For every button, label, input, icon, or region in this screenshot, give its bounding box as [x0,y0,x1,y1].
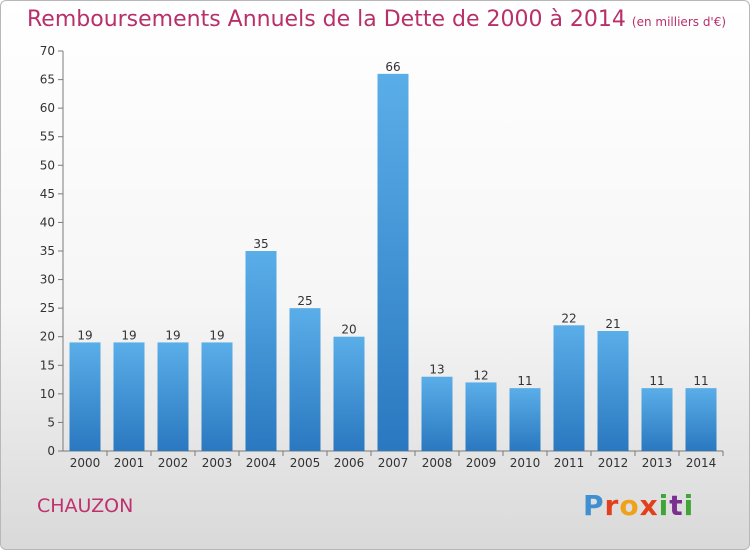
bar [245,251,277,451]
y-tick-label: 20 [40,330,55,344]
bar-value-label: 13 [429,363,444,377]
x-tick-label: 2001 [114,456,145,470]
bar [421,376,453,451]
y-tick-label: 15 [40,358,55,372]
logo-letter: i [658,489,670,522]
logo-letter: t [669,489,684,522]
y-tick-label: 50 [40,158,55,172]
x-tick-label: 2014 [686,456,717,470]
y-tick-label: 25 [40,301,55,315]
y-tick-label: 40 [40,215,55,229]
bar [157,342,189,451]
x-tick-label: 2000 [70,456,101,470]
x-tick-label: 2011 [554,456,585,470]
bar-value-label: 25 [297,294,312,308]
bar [69,342,101,451]
bar [509,388,541,451]
bar [113,342,145,451]
logo-letter: i [683,489,695,522]
logo-letter: P [583,489,605,522]
y-tick-label: 70 [40,44,55,58]
bar [201,342,233,451]
x-tick-label: 2002 [158,456,189,470]
x-tick-label: 2012 [598,456,629,470]
x-tick-label: 2009 [466,456,497,470]
bar-value-label: 12 [473,368,488,382]
bar-value-label: 19 [209,328,224,342]
labels: 0 5 10 15 20 25 30 35 40 45 50 55 60 65 70 19 2000 19 2001… [40,44,717,470]
logo-letter: r [604,489,620,522]
y-tick-label: 10 [40,387,55,401]
y-tick-label: 65 [40,73,55,87]
x-tick-label: 2013 [642,456,673,470]
bar [289,308,321,451]
logo-letter: x [639,489,659,522]
bar-value-label: 35 [253,237,268,251]
bar-value-label: 11 [693,374,708,388]
commune-name: CHAUZON [37,495,134,517]
x-tick-label: 2003 [202,456,233,470]
y-tick-label: 0 [47,444,55,458]
bar-value-label: 19 [77,328,92,342]
proxiti-logo: Proxiti [583,489,694,522]
chart-unit: (en milliers d'€) [631,15,727,29]
bar [553,325,585,451]
bars [69,73,717,451]
x-tick-label: 2007 [378,456,409,470]
bar-value-label: 20 [341,323,356,337]
y-tick-label: 30 [40,273,55,287]
x-tick-label: 2006 [334,456,365,470]
bar [597,331,629,451]
chart-title-text: Remboursements Annuels de la Dette de 20… [27,7,626,32]
x-tick-label: 2004 [246,456,277,470]
bar [685,388,717,451]
y-tick-label: 5 [47,415,55,429]
y-tick-label: 35 [40,244,55,258]
x-tick-label: 2010 [510,456,541,470]
bar-value-label: 11 [649,374,664,388]
bar-value-label: 66 [385,60,400,74]
bar [333,336,365,451]
y-tick-label: 45 [40,187,55,201]
bar [641,388,673,451]
logo-letter: o [619,489,640,522]
y-tick-label: 55 [40,130,55,144]
chart-title: Remboursements Annuels de la Dette de 20… [27,7,726,32]
bar-value-label: 21 [605,317,620,331]
bar-value-label: 19 [121,328,136,342]
y-tick-label: 60 [40,101,55,115]
x-tick-label: 2005 [290,456,321,470]
bar-value-label: 11 [517,374,532,388]
x-tick-label: 2008 [422,456,453,470]
bar [465,382,497,451]
bar [377,73,409,451]
bar-value-label: 22 [561,311,576,325]
bar-value-label: 19 [165,328,180,342]
